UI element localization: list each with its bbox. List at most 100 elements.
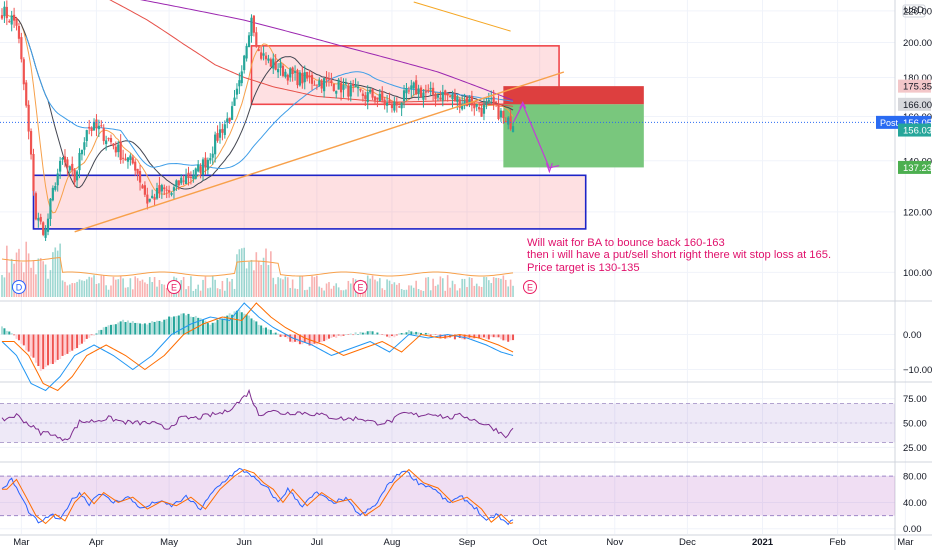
candle-body (306, 71, 309, 79)
candle-body (8, 21, 11, 23)
candle-body (511, 126, 515, 133)
candle-body (419, 87, 423, 98)
volume-bar (272, 277, 275, 297)
price-tag-value: 175.35 (903, 82, 932, 93)
price-tag (898, 97, 931, 111)
volume-bar (81, 280, 83, 297)
macd-histogram-bar (163, 319, 166, 335)
candle-body (175, 180, 178, 187)
candle-body (456, 96, 459, 102)
event-marker[interactable]: D (11, 280, 26, 294)
macd-histogram-bar (61, 334, 64, 356)
volume-bar (306, 289, 308, 297)
macd-histogram-bar (444, 334, 447, 339)
candle-body (238, 80, 241, 87)
candle-body (369, 90, 372, 93)
candle-body (109, 138, 113, 143)
ma-50-line (25, 36, 514, 170)
candle-body (177, 180, 180, 186)
candle-body (410, 85, 413, 90)
candle-body (138, 171, 142, 183)
candle-body (473, 104, 476, 109)
macd-histogram-bar (357, 334, 360, 335)
stochastic-pane (1, 467, 514, 526)
candle-body (182, 180, 185, 182)
volume-bar (76, 281, 78, 297)
volume-bar (500, 278, 502, 297)
macd-histogram-bar (255, 321, 258, 335)
macd-histogram-bar (378, 334, 381, 335)
macd-histogram-bar (199, 318, 202, 335)
volume-bar (320, 287, 323, 297)
volume-bar (253, 270, 255, 297)
candle-body (434, 94, 437, 100)
candle-body (148, 198, 151, 202)
macd-histogram-bar (434, 334, 437, 335)
volume-bar (134, 276, 137, 297)
volume-bar (49, 270, 52, 297)
candle-body (499, 110, 503, 118)
candle-body (197, 164, 200, 172)
zone-boxes[interactable] (32, 45, 644, 230)
macd-histogram-bar (415, 331, 418, 335)
event-marker[interactable]: E (522, 280, 537, 294)
volume-bar (185, 289, 187, 297)
candle-body (371, 89, 374, 98)
macd-histogram-bar (202, 319, 205, 335)
candle-body (131, 157, 134, 164)
candle-body (83, 142, 86, 150)
macd-histogram-bar (102, 327, 105, 335)
candle-body (453, 93, 457, 102)
volume-bar (495, 277, 497, 297)
candle-body (444, 90, 447, 96)
candle-body (308, 75, 311, 78)
volume-bar (458, 288, 461, 297)
macd-histogram-bar (226, 315, 229, 335)
volume-bars (1, 241, 514, 297)
volume-bar (405, 289, 408, 297)
volume-bar (333, 285, 335, 297)
volume-bar (233, 288, 236, 297)
volume-bar (289, 287, 292, 297)
candle-body (441, 92, 444, 101)
candle-body (170, 193, 173, 195)
price-tick-label: 180.00 (903, 73, 932, 84)
lower-support-box[interactable] (32, 174, 587, 230)
event-marker[interactable]: E (353, 280, 368, 294)
macd-histogram-bar (390, 334, 393, 337)
candle-body (117, 144, 120, 153)
candle-body (310, 75, 314, 84)
trend-drawings[interactable] (74, 71, 565, 233)
candle-body (381, 91, 384, 101)
candle-body (262, 53, 265, 56)
volume-bar (240, 248, 243, 297)
volume-bar (257, 260, 260, 297)
candle-body (378, 93, 381, 102)
candle-body (432, 87, 435, 95)
volume-bar (369, 278, 371, 297)
volume-bar (248, 261, 250, 297)
candle-body (427, 90, 430, 92)
volume-bar (265, 248, 267, 297)
candle-body (487, 99, 490, 102)
candle-body (68, 166, 71, 171)
candle-body (44, 229, 47, 238)
rsi-tick-label: 75.00 (903, 394, 927, 405)
candle-body (257, 49, 260, 51)
volume-bar (32, 260, 35, 297)
event-marker[interactable]: E (166, 280, 181, 294)
time-axis[interactable]: Mar Apr May Jun Jul Aug Sep Oct Nov Dec 2021 Feb Mar (13, 537, 913, 548)
candle-body (463, 100, 466, 106)
candle-body (29, 131, 33, 155)
macd-histogram-bar (185, 315, 188, 335)
candle-body (332, 83, 335, 92)
volume-bar (8, 272, 11, 297)
macd-histogram-bar (27, 334, 30, 352)
macd-histogram-bar (231, 314, 234, 335)
volume-bar (156, 286, 158, 297)
price-tag-value: 156.03 (903, 126, 932, 137)
candle-body (63, 156, 67, 163)
candle-body (180, 177, 183, 184)
